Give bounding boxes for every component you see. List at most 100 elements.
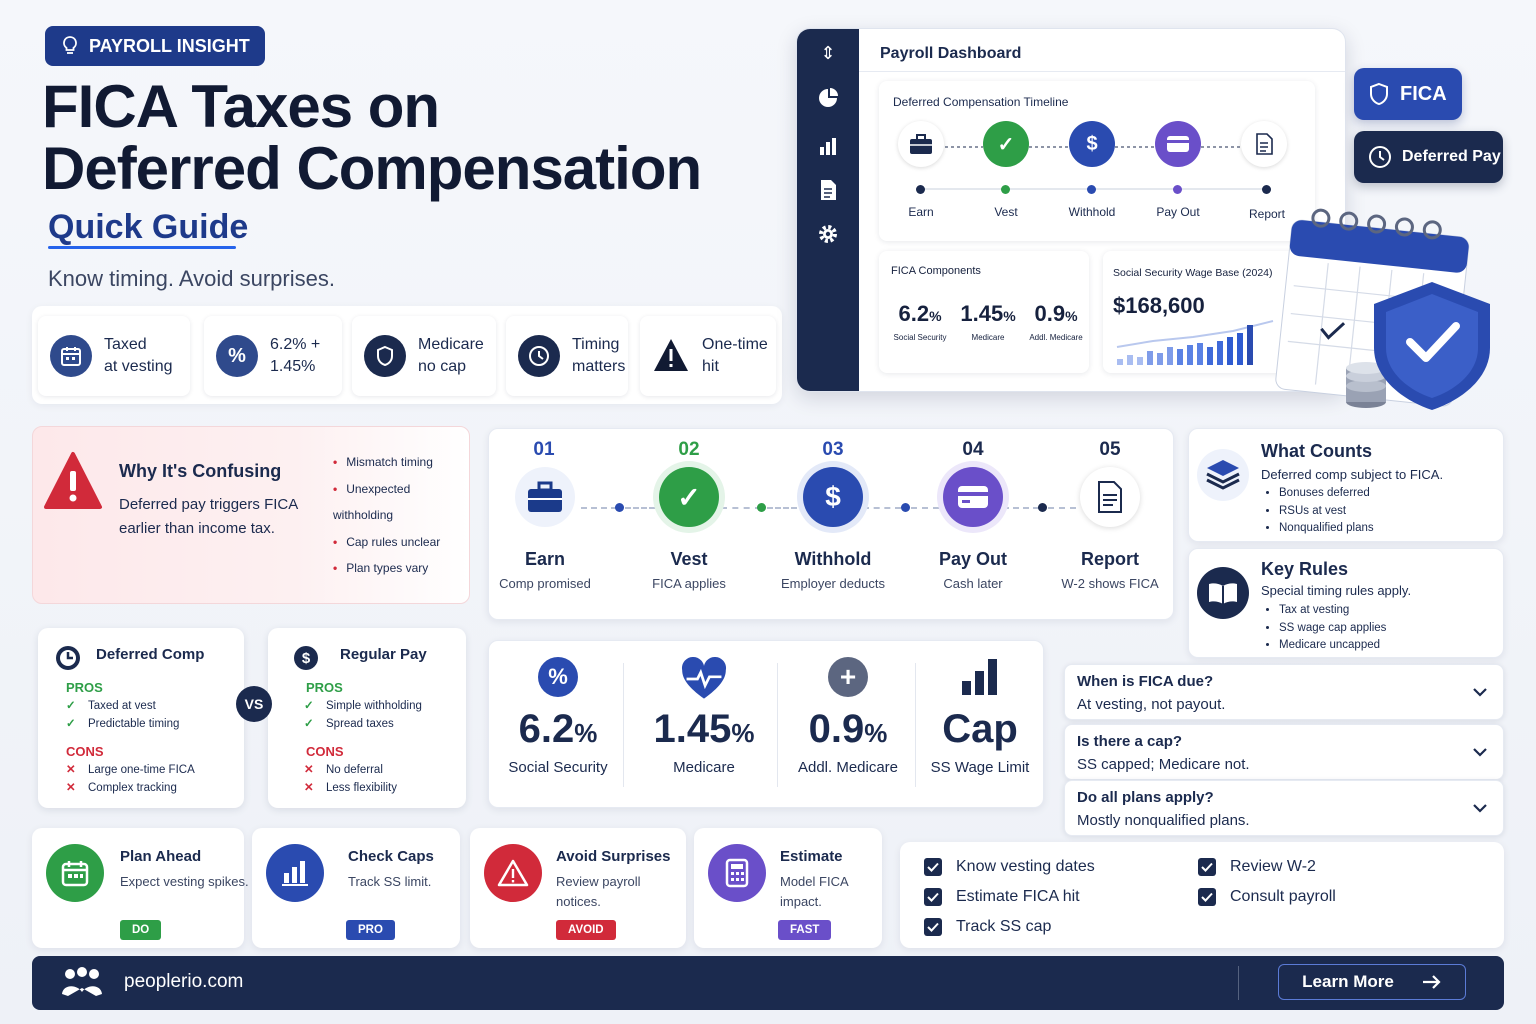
- list-item: ✕ No deferral: [304, 764, 383, 776]
- list-item: ✕ Less flexibility: [304, 782, 397, 794]
- clock-icon: [56, 646, 80, 670]
- why-text: Deferred pay triggers FICA earlier than i…: [119, 496, 299, 537]
- chevron-down-icon[interactable]: [1471, 683, 1489, 701]
- calendar-icon: [50, 335, 92, 377]
- fica-medicare: 1.45% Medicare: [960, 301, 1016, 342]
- wage-base-card: Social Security Wage Base (2024) $168,60…: [1103, 251, 1317, 373]
- footer-site[interactable]: peoplerio.com: [124, 971, 244, 992]
- faq-answer: Mostly nonqualified plans.: [1077, 812, 1250, 829]
- checkbox-checked-icon[interactable]: [924, 888, 942, 906]
- plus-icon: +: [828, 657, 868, 697]
- list-item: Cap rules unclear: [333, 529, 469, 556]
- regular-pay-title: Regular Pay: [340, 646, 427, 663]
- book-icon: [1197, 567, 1249, 619]
- timeline-card: Deferred Compensation Timeline ✓ $ Earn …: [879, 81, 1315, 241]
- step-number: 04: [962, 439, 984, 460]
- stat-medicare: 1.45% Medicare: [635, 641, 773, 809]
- timeline-label: Report: [1248, 207, 1286, 221]
- step-number: 05: [1099, 439, 1121, 460]
- checklist-item[interactable]: Review W-2: [1198, 858, 1316, 876]
- step-connector-dot: [901, 503, 910, 512]
- checklist-item[interactable]: Know vesting dates: [924, 858, 1095, 876]
- what-counts-list: Bonuses deferred RSUs at vest Nonqualifi…: [1279, 485, 1374, 538]
- timeline-label: Vest: [994, 205, 1018, 219]
- calendar-icon: [46, 844, 104, 902]
- report-icon: [1241, 121, 1287, 167]
- timeline-title: Deferred Compensation Timeline: [893, 95, 1069, 109]
- tag-badge: FAST: [778, 920, 832, 940]
- tip-plan-ahead: Plan Ahead Expect vesting spikes. DO: [32, 828, 249, 948]
- tag-badge: DO: [120, 920, 162, 940]
- timeline-dot: [1262, 185, 1271, 194]
- step-desc: W-2 shows FICA: [1061, 576, 1159, 591]
- warning-icon: [652, 337, 690, 375]
- faq-question: Is there a cap?: [1077, 733, 1183, 750]
- checkbox-checked-icon[interactable]: [1198, 858, 1216, 876]
- wage-base-title: Social Security Wage Base (2024): [1113, 267, 1273, 279]
- fica-components-card: FICA Components 6.2% Social Security 1.45…: [879, 251, 1089, 373]
- cons-label: CONS: [306, 744, 344, 759]
- checkbox-checked-icon[interactable]: [924, 918, 942, 936]
- timeline-dot: [1001, 185, 1010, 194]
- wage-trend-chart: [1116, 320, 1274, 365]
- bar-chart-icon: [266, 844, 324, 902]
- dollar-icon: $: [803, 467, 863, 527]
- step-number: 01: [533, 439, 555, 460]
- dollar-icon: $: [294, 646, 318, 670]
- checklist-item[interactable]: Estimate FICA hit: [924, 888, 1080, 906]
- step-connector-dot: [1038, 503, 1047, 512]
- report-icon: [1080, 467, 1140, 527]
- dollar-icon: $: [1069, 121, 1115, 167]
- badge-label: PAYROLL INSIGHT: [89, 35, 250, 56]
- list-item: RSUs at vest: [1279, 503, 1374, 521]
- chevron-down-icon[interactable]: [1471, 743, 1489, 761]
- tag-badge: PRO: [346, 920, 395, 940]
- pros-label: PROS: [306, 680, 343, 695]
- feature-timing-matters: Timing matters: [506, 316, 628, 396]
- pros-label: PROS: [66, 680, 103, 695]
- dashboard-divider: [859, 71, 1345, 72]
- timeline-dot: [1087, 185, 1096, 194]
- list-item: SS wage cap applies: [1279, 620, 1386, 638]
- faq-item[interactable]: Is there a cap? SS capped; Medicare not.: [1064, 724, 1504, 780]
- feature-taxed-at-vesting: Taxed at vesting: [38, 316, 190, 396]
- svg-text:$: $: [302, 650, 311, 667]
- faq-item[interactable]: Do all plans apply? Mostly nonqualified …: [1064, 780, 1504, 836]
- stat-addl-medicare: + 0.9% Addl. Medicare: [779, 641, 917, 809]
- card-icon: [943, 467, 1003, 527]
- list-item: Bonuses deferred: [1279, 485, 1374, 503]
- list-item: Unexpected withholding: [333, 476, 469, 529]
- clock-icon: [518, 335, 560, 377]
- checkbox-checked-icon[interactable]: [924, 858, 942, 876]
- learn-more-button[interactable]: Learn More: [1278, 964, 1466, 1000]
- faq-item[interactable]: When is FICA due? At vesting, not payout…: [1064, 664, 1504, 720]
- pie-chart-icon[interactable]: [817, 87, 839, 109]
- document-icon[interactable]: [817, 179, 839, 201]
- gear-icon[interactable]: [817, 223, 839, 245]
- faq-answer: At vesting, not payout.: [1077, 696, 1226, 713]
- tagline: Know timing. Avoid surprises.: [48, 266, 335, 291]
- vs-badge: VS: [236, 686, 272, 722]
- bar-chart-icon[interactable]: [817, 135, 839, 157]
- key-rules-title: Key Rules: [1261, 559, 1349, 579]
- fica-components-title: FICA Components: [891, 265, 981, 277]
- what-counts-desc: Deferred comp subject to FICA.: [1261, 467, 1444, 482]
- step-desc: Comp promised: [499, 576, 591, 591]
- key-rules-desc: Special timing rules apply.: [1261, 583, 1412, 598]
- deferred-pay-pill: Deferred Pay: [1354, 131, 1503, 183]
- step-title: Withhold: [794, 549, 872, 569]
- checkbox-checked-icon[interactable]: [1198, 888, 1216, 906]
- what-counts-title: What Counts: [1261, 441, 1372, 461]
- what-counts-card: What Counts Deferred comp subject to FIC…: [1188, 428, 1504, 542]
- chevron-down-icon[interactable]: [1471, 799, 1489, 817]
- checklist-item[interactable]: Track SS cap: [924, 918, 1051, 936]
- step-title: Vest: [670, 549, 708, 569]
- list-item: ✓ Spread taxes: [304, 718, 394, 730]
- collapse-icon[interactable]: ⇕: [820, 43, 836, 63]
- page-title: FICA Taxes on Deferred Compensation: [42, 73, 702, 202]
- feature-strip: Taxed at vesting % 6.2% +1.45% Medicare no…: [32, 306, 782, 404]
- clock-icon: [1369, 146, 1391, 168]
- why-title: Why It's Confusing: [119, 461, 282, 481]
- checklist-item[interactable]: Consult payroll: [1198, 888, 1336, 906]
- fica-addl: 0.9% Addl. Medicare: [1029, 301, 1083, 342]
